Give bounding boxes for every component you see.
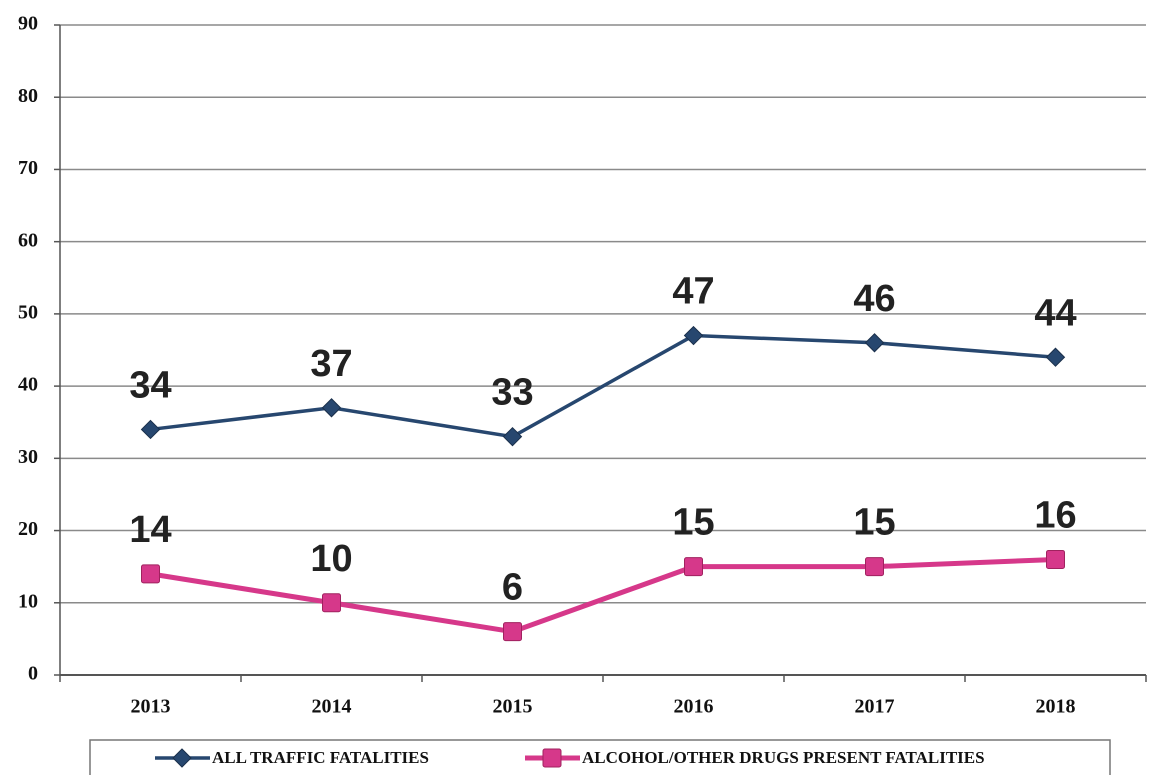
data-point xyxy=(684,557,703,577)
data-point xyxy=(865,557,884,577)
y-tick-label: 40 xyxy=(18,374,38,396)
series-line xyxy=(150,556,1056,635)
data-label: 47 xyxy=(672,271,714,313)
data-label: 33 xyxy=(491,372,533,414)
y-tick-label: 70 xyxy=(18,157,38,179)
data-point xyxy=(502,426,523,447)
data-point xyxy=(864,333,885,353)
y-tick-label: 90 xyxy=(18,13,38,35)
data-label: 34 xyxy=(129,364,171,406)
y-tick-label: 30 xyxy=(18,446,38,468)
legend-label: ALL TRAFFIC FATALITIES xyxy=(212,748,429,767)
y-tick-label: 60 xyxy=(18,229,38,251)
x-tick-label: 2016 xyxy=(674,696,714,718)
data-label: 15 xyxy=(853,502,895,544)
data-point xyxy=(1046,549,1065,569)
x-tick-label: 2017 xyxy=(855,696,895,718)
data-label: 10 xyxy=(310,538,352,580)
data-point xyxy=(141,564,160,584)
legend-marker xyxy=(542,748,562,768)
y-tick-label: 80 xyxy=(18,85,38,107)
x-tick-label: 2013 xyxy=(131,696,171,718)
data-label: 6 xyxy=(502,567,523,609)
data-point xyxy=(503,622,522,642)
data-label: 37 xyxy=(310,343,352,385)
legend-marker xyxy=(172,748,192,768)
data-label: 46 xyxy=(853,278,895,320)
data-label: 44 xyxy=(1034,292,1076,334)
data-point xyxy=(140,419,161,440)
data-point xyxy=(321,398,342,418)
data-label: 16 xyxy=(1034,494,1076,536)
x-tick-label: 2018 xyxy=(1036,696,1076,718)
series-line xyxy=(150,333,1056,439)
data-label: 15 xyxy=(672,502,714,544)
y-tick-label: 10 xyxy=(18,590,38,612)
data-point xyxy=(683,325,704,346)
y-tick-label: 0 xyxy=(28,663,38,685)
data-label: 14 xyxy=(129,509,171,551)
data-point xyxy=(1045,347,1066,367)
legend-label: ALCOHOL/OTHER DRUGS PRESENT FATALITIES xyxy=(582,748,985,767)
y-tick-label: 20 xyxy=(18,518,38,540)
legend-box xyxy=(89,739,1111,775)
x-tick-label: 2015 xyxy=(493,696,533,718)
y-tick-label: 50 xyxy=(18,301,38,323)
x-tick-label: 2014 xyxy=(312,696,352,718)
data-point xyxy=(322,593,341,613)
